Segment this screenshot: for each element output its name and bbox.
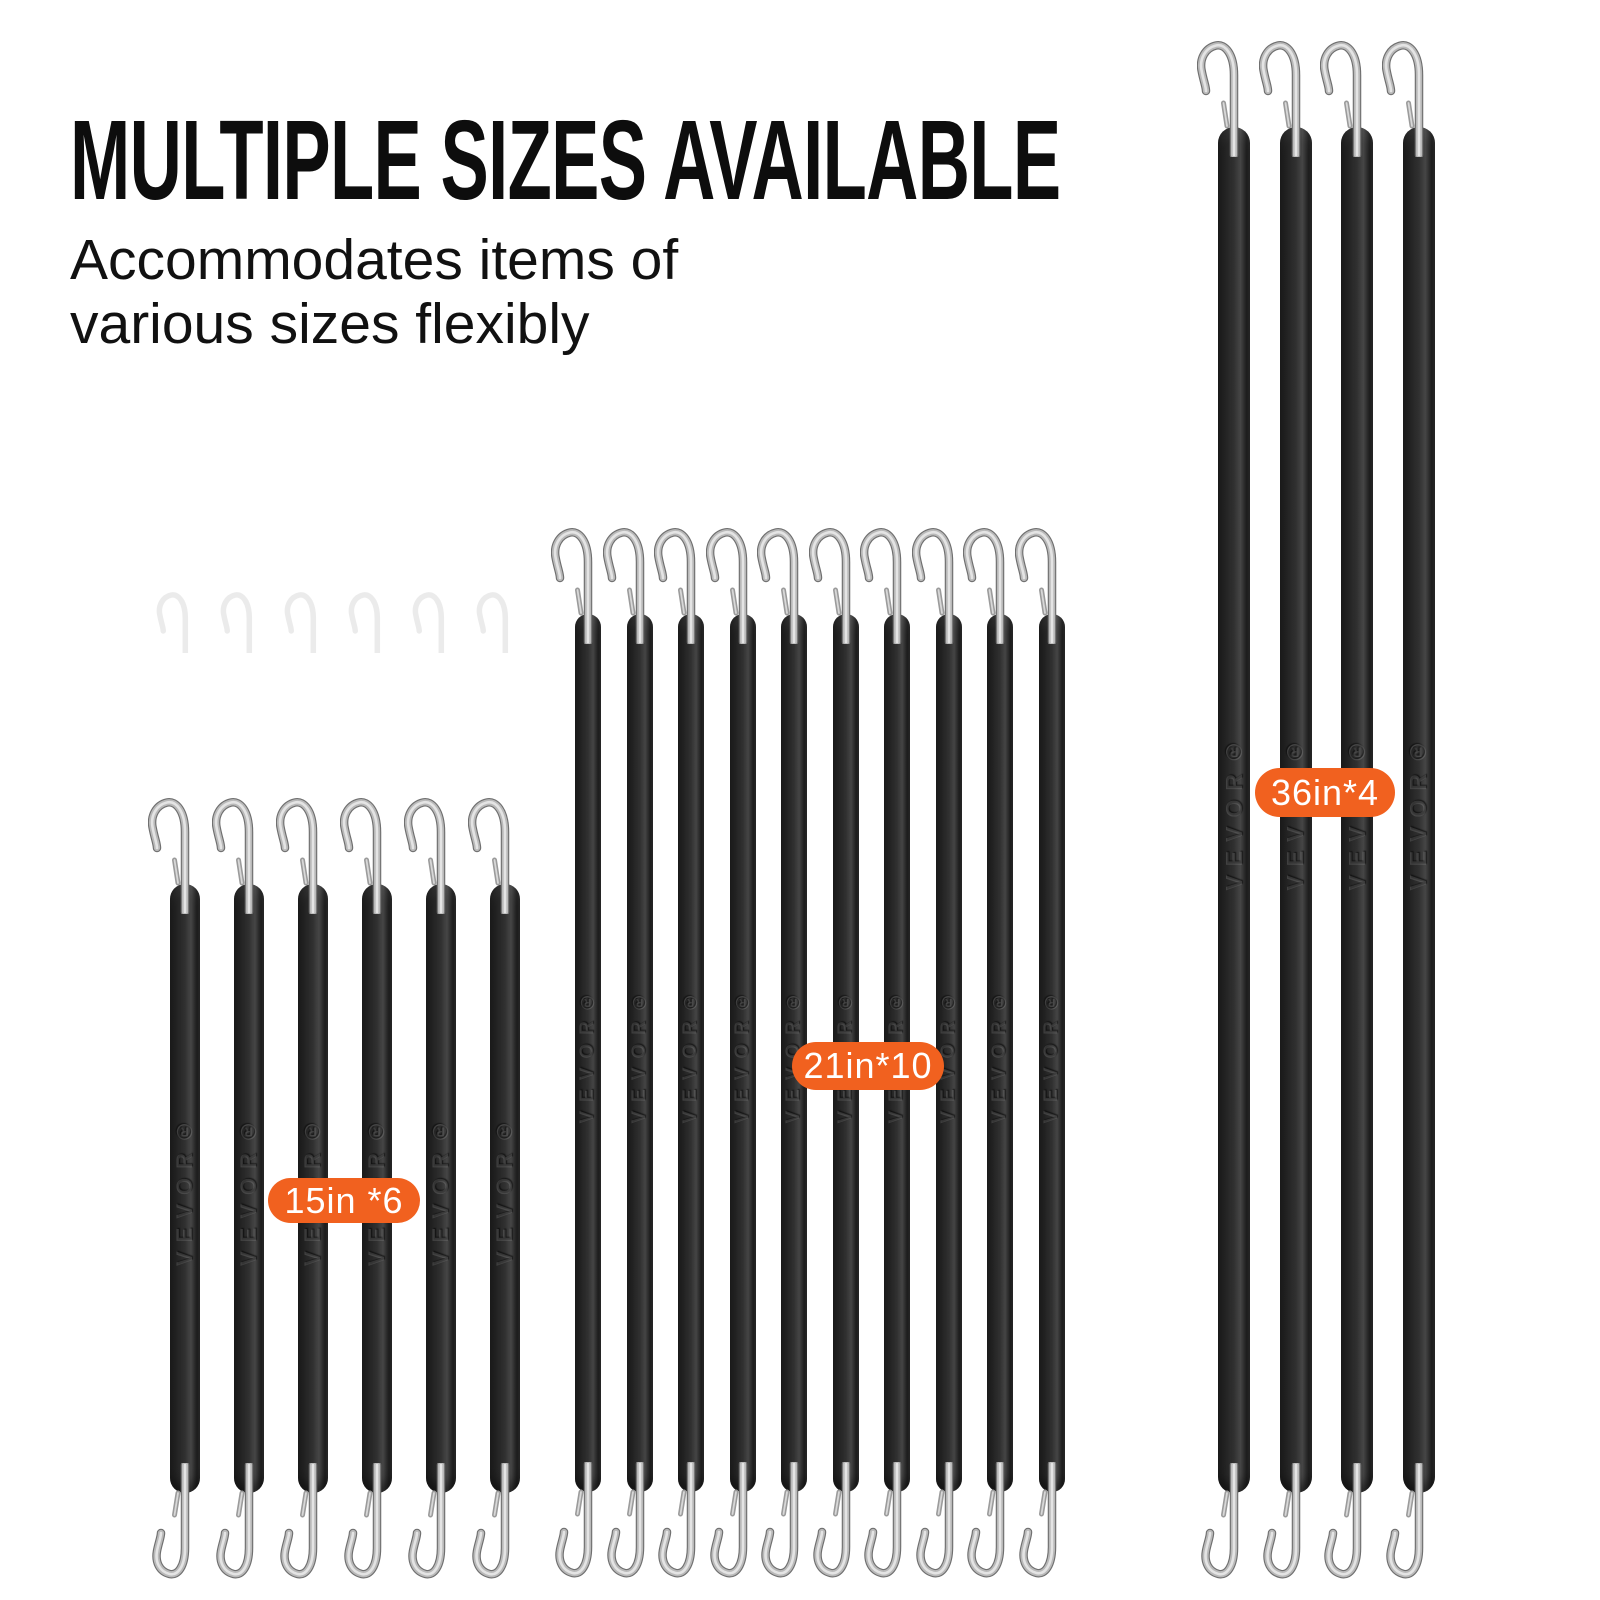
- brand-emboss-text: VEVOR®: [236, 1110, 261, 1267]
- bottom-s-hook-icon: [761, 1462, 799, 1578]
- top-s-hook-icon: [1197, 41, 1239, 157]
- ghost-hook-icon: [412, 592, 445, 653]
- bottom-s-hook-icon: [1262, 1463, 1300, 1579]
- rubber-strap: VEVOR®: [234, 884, 264, 1493]
- top-s-hook-icon: [148, 798, 190, 914]
- bottom-s-hook-icon: [1324, 1463, 1362, 1579]
- subtitle: Accommodates items of various sizes flex…: [70, 228, 678, 356]
- rubber-strap: VEVOR®: [1402, 127, 1435, 1493]
- brand-emboss-text: VEVOR®: [1405, 729, 1431, 891]
- rubber-strap: VEVOR®: [678, 614, 704, 1492]
- brand-emboss-text: VEVOR®: [937, 982, 959, 1124]
- top-s-hook-icon: [705, 528, 747, 644]
- ghost-hook-icon: [476, 592, 509, 653]
- bungee-cord-21in: VEVOR®: [703, 526, 783, 1580]
- bottom-s-hook-icon: [344, 1463, 382, 1579]
- top-s-hook-icon: [808, 528, 850, 644]
- bottom-s-hook-icon: [472, 1463, 510, 1579]
- top-s-hook-icon: [757, 528, 799, 644]
- top-s-hook-icon: [860, 528, 902, 644]
- top-s-hook-icon: [1320, 41, 1362, 157]
- rubber-strap: VEVOR®: [490, 884, 520, 1493]
- bottom-s-hook-icon: [709, 1462, 747, 1578]
- top-s-hook-icon: [963, 528, 1005, 644]
- bottom-s-hook-icon: [152, 1463, 190, 1579]
- badge-36in-count: 36in*4: [1255, 768, 1395, 817]
- brand-emboss-text: VEVOR®: [680, 982, 701, 1124]
- bottom-s-hook-icon: [1201, 1463, 1239, 1579]
- ghost-hook-icon: [348, 592, 381, 653]
- bottom-s-hook-icon: [1018, 1462, 1056, 1578]
- top-s-hook-icon: [212, 798, 254, 914]
- top-s-hook-icon: [1014, 528, 1056, 644]
- bottom-s-hook-icon: [606, 1462, 644, 1578]
- bungee-cord-15in: VEVOR®: [145, 796, 225, 1581]
- bungee-cord-21in: VEVOR®: [1012, 526, 1092, 1580]
- bottom-s-hook-icon: [812, 1462, 850, 1578]
- top-s-hook-icon: [1258, 41, 1300, 157]
- brand-emboss-text: VEVOR®: [1040, 982, 1062, 1124]
- top-s-hook-icon: [340, 798, 382, 914]
- subtitle-line-1: Accommodates items of: [70, 228, 679, 292]
- bottom-s-hook-icon: [280, 1463, 318, 1579]
- top-s-hook-icon: [468, 798, 510, 914]
- brand-emboss-text: VEVOR®: [577, 982, 598, 1124]
- badge-15in-count: 15in *6: [268, 1178, 420, 1223]
- rubber-strap: VEVOR®: [426, 884, 456, 1493]
- bungee-cord-15in: VEVOR®: [401, 796, 481, 1581]
- rubber-strap: VEVOR®: [170, 884, 200, 1493]
- top-s-hook-icon: [404, 798, 446, 914]
- brand-emboss-text: VEVOR®: [989, 982, 1010, 1124]
- bungee-cord-36in: VEVOR®: [1379, 39, 1459, 1581]
- bottom-s-hook-icon: [915, 1462, 953, 1578]
- brand-emboss-text: VEVOR®: [172, 1110, 197, 1267]
- brand-emboss-text: VEVOR®: [628, 982, 650, 1124]
- top-s-hook-icon: [276, 798, 318, 914]
- bungee-cord-21in: VEVOR®: [600, 526, 680, 1580]
- top-s-hook-icon: [602, 528, 644, 644]
- bungee-cord-21in: VEVOR®: [960, 526, 1040, 1580]
- brand-emboss-text: VEVOR®: [428, 1110, 453, 1267]
- bottom-s-hook-icon: [967, 1462, 1005, 1578]
- ghost-hook-icon: [284, 592, 317, 653]
- bungee-cord-15in: VEVOR®: [465, 796, 545, 1581]
- rubber-strap: VEVOR®: [987, 614, 1013, 1492]
- subtitle-line-2: various sizes flexibly: [70, 292, 590, 356]
- bungee-cord-21in: VEVOR®: [651, 526, 731, 1580]
- ghost-hook-icon: [220, 592, 253, 653]
- top-s-hook-icon: [654, 528, 696, 644]
- top-s-hook-icon: [551, 528, 593, 644]
- bottom-s-hook-icon: [555, 1462, 593, 1578]
- ghost-hook-icon: [156, 592, 189, 653]
- rubber-strap: VEVOR®: [575, 614, 601, 1492]
- bungee-cord-15in: VEVOR®: [209, 796, 289, 1581]
- rubber-strap: VEVOR®: [1038, 614, 1065, 1492]
- rubber-strap: VEVOR®: [626, 614, 653, 1492]
- brand-emboss-text: VEVOR®: [492, 1110, 517, 1267]
- badge-21in-count: 21in*10: [792, 1042, 944, 1090]
- rubber-strap: VEVOR®: [729, 614, 756, 1492]
- page-title: MULTIPLE SIZES AVAILABLE: [70, 97, 1061, 223]
- bungee-cord-36in: VEVOR®: [1194, 39, 1274, 1581]
- bottom-s-hook-icon: [216, 1463, 254, 1579]
- bottom-s-hook-icon: [658, 1462, 696, 1578]
- bottom-s-hook-icon: [864, 1462, 902, 1578]
- bungee-cord-21in: VEVOR®: [548, 526, 628, 1580]
- brand-emboss-text: VEVOR®: [731, 982, 753, 1124]
- bottom-s-hook-icon: [408, 1463, 446, 1579]
- rubber-strap: VEVOR®: [1218, 127, 1250, 1493]
- top-s-hook-icon: [1381, 41, 1423, 157]
- bottom-s-hook-icon: [1385, 1463, 1423, 1579]
- top-s-hook-icon: [911, 528, 953, 644]
- brand-emboss-text: VEVOR®: [1220, 729, 1247, 891]
